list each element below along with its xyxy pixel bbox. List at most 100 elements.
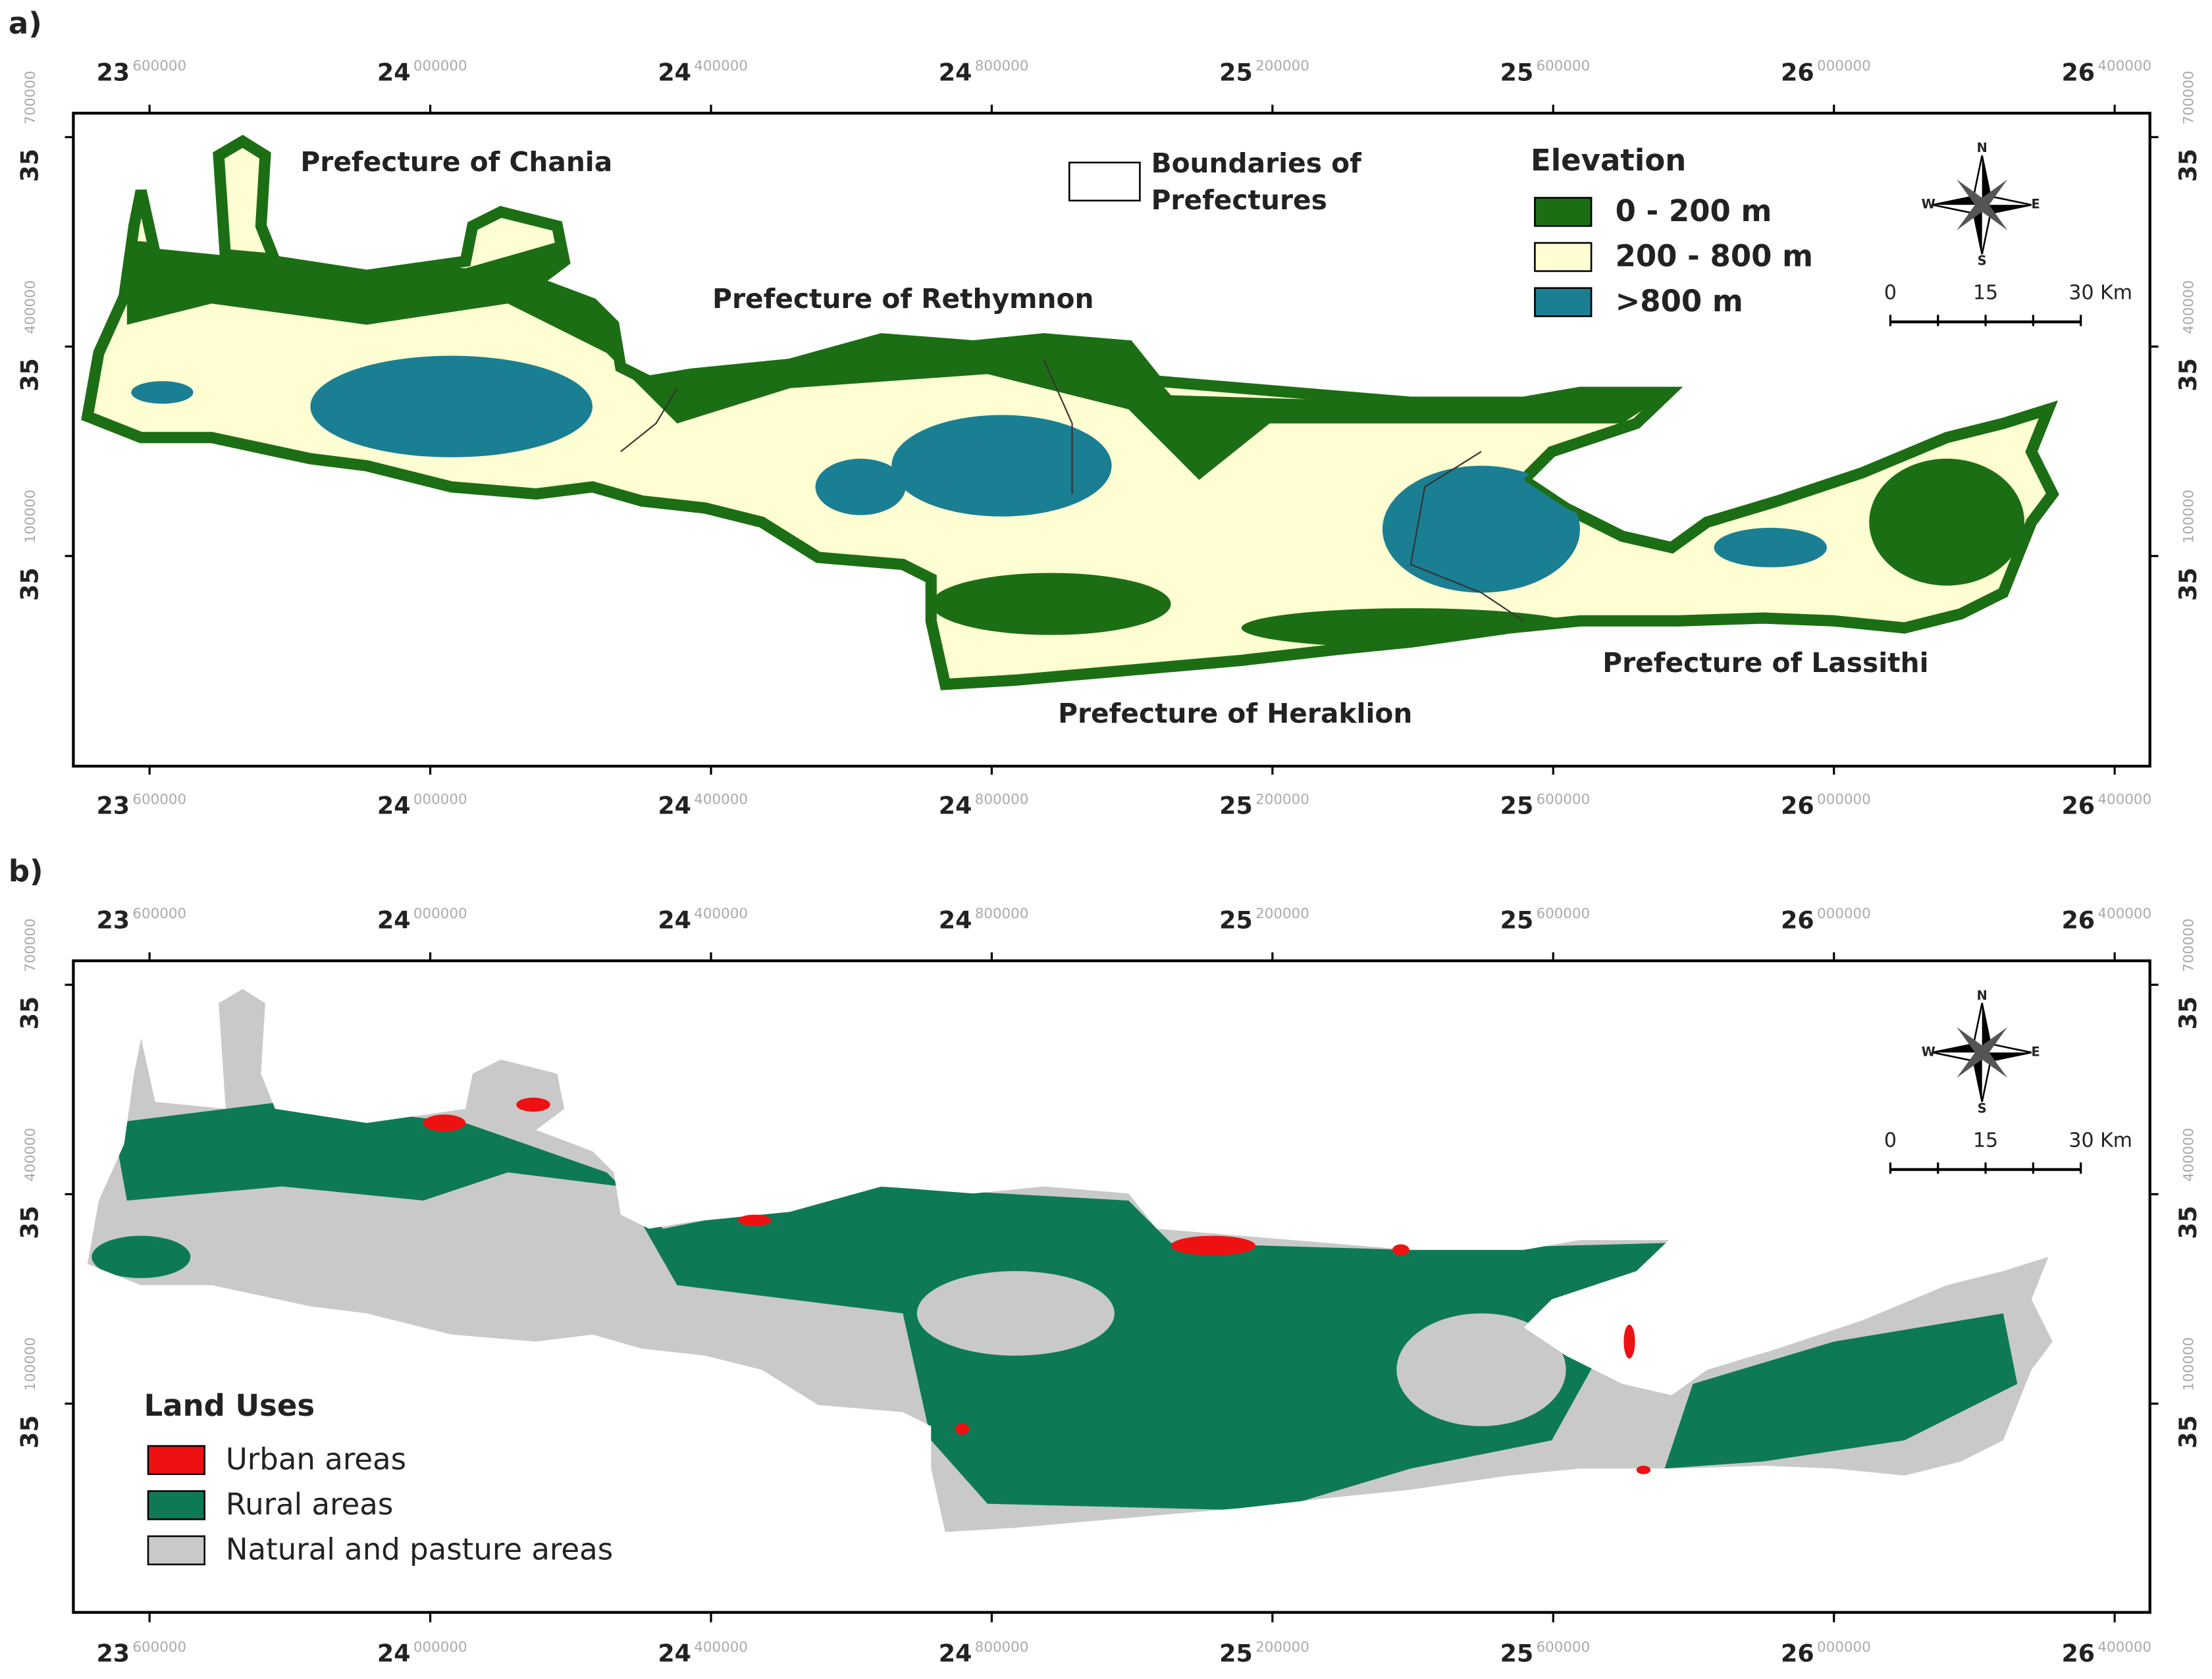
- y-tick-minor: 700000: [2181, 70, 2198, 124]
- compass-label: S: [1978, 1100, 1987, 1116]
- urban-area: [1171, 1235, 1256, 1256]
- rural-area: [1664, 1313, 2018, 1469]
- y-tick-minor: 400000: [22, 280, 39, 334]
- north-arrow: N S E W: [1922, 140, 2040, 268]
- x-tick-degree: 26: [1781, 1640, 1814, 1668]
- y-tick-degree: 35: [16, 149, 44, 182]
- x-tick-degree: 23: [96, 792, 130, 820]
- x-tick-degree: 26: [2061, 906, 2095, 934]
- elevation-map: [88, 142, 2053, 685]
- urban-area: [955, 1423, 970, 1435]
- boundary-swatch: [1068, 161, 1141, 202]
- x-tick-minor: 600000: [132, 792, 186, 808]
- region-label: Prefecture of Rethymnon: [712, 283, 1093, 315]
- compass-label: S: [1978, 253, 1987, 268]
- compass-label: N: [1977, 988, 1988, 1003]
- y-tick-minor: 400000: [2181, 280, 2198, 334]
- compass-label: W: [1922, 197, 1936, 212]
- lowland: [931, 573, 1171, 635]
- rural-area: [113, 1102, 1670, 1511]
- y-tick-minor: 700000: [22, 70, 39, 124]
- x-tick-minor: 800000: [975, 792, 1029, 808]
- x-tick-minor: 200000: [1255, 792, 1309, 808]
- x-tick-minor: 800000: [975, 906, 1029, 922]
- x-tick-degree: 26: [2061, 792, 2095, 820]
- x-tick-degree: 23: [96, 1640, 130, 1668]
- y-tick-minor: 400000: [22, 1128, 39, 1182]
- natural-area: [296, 1228, 607, 1314]
- x-tick-degree: 23: [96, 906, 130, 934]
- y-tick-degree: 35: [16, 1206, 44, 1239]
- x-tick-minor: 600000: [132, 58, 186, 74]
- x-tick-degree: 24: [377, 58, 411, 86]
- x-tick-minor: 000000: [1817, 906, 1871, 922]
- legend-swatch: [147, 1445, 205, 1476]
- urban-areas: [423, 1097, 1651, 1474]
- urban-area: [516, 1097, 550, 1112]
- x-tick-degree: 25: [1219, 58, 1253, 86]
- x-tick-degree: 24: [939, 58, 972, 86]
- land-use-map: [87, 989, 2053, 1532]
- x-tick-minor: 800000: [975, 58, 1029, 74]
- x-tick-minor: 600000: [1537, 58, 1591, 74]
- scale-label: 0: [1884, 282, 1897, 305]
- y-tick-minor: 100000: [22, 1337, 39, 1391]
- x-tick-degree: 26: [1781, 906, 1814, 934]
- x-tick-minor: 400000: [2097, 906, 2151, 922]
- compass-label: E: [2032, 197, 2040, 212]
- x-tick-degree: 24: [658, 1640, 691, 1668]
- panel-label: a): [9, 6, 42, 41]
- urban-area: [1623, 1324, 1635, 1359]
- y-tick-degree: 35: [2174, 1206, 2202, 1239]
- lowland: [1869, 458, 2024, 586]
- urban-area: [1636, 1465, 1651, 1474]
- y-tick-degree: 35: [16, 358, 44, 392]
- region-label: Prefecture of Heraklion: [1058, 698, 1412, 729]
- y-tick-degree: 35: [16, 1415, 44, 1449]
- x-tick-degree: 25: [1219, 906, 1253, 934]
- region-label: Prefecture of Lassithi: [1602, 647, 1928, 679]
- highland: [131, 381, 194, 404]
- legend-label: Rural areas: [226, 1487, 393, 1522]
- y-tick-degree: 35: [2174, 996, 2202, 1030]
- scale-label: 15: [1973, 1129, 1998, 1152]
- legend-label: 0 - 200 m: [1616, 194, 1772, 228]
- x-tick-minor: 000000: [413, 1639, 467, 1655]
- legend-swatch: [1534, 197, 1593, 227]
- x-tick-minor: 000000: [1817, 58, 1871, 74]
- urban-area: [423, 1114, 466, 1132]
- y-tick-minor: 700000: [2181, 918, 2198, 972]
- lowland: [126, 240, 1669, 480]
- x-tick-degree: 24: [377, 906, 411, 934]
- land-use-zones: [92, 1102, 2018, 1511]
- map-frame: [72, 959, 2151, 1614]
- prefecture-boundary: [620, 359, 1524, 622]
- legend-label: Boundaries of: [1151, 147, 1363, 179]
- compass-star: [1932, 155, 2032, 255]
- x-tick-minor: 600000: [132, 906, 186, 922]
- legend-label: 200 - 800 m: [1616, 239, 1813, 274]
- x-tick-degree: 24: [377, 792, 411, 820]
- x-tick-degree: 24: [658, 906, 691, 934]
- x-tick-minor: 200000: [1255, 1639, 1309, 1655]
- map-frame: [72, 111, 2151, 768]
- scale-label: 0: [1884, 1129, 1897, 1152]
- x-tick-degree: 25: [1219, 792, 1253, 820]
- x-tick-minor: 400000: [694, 1639, 748, 1655]
- legend-swatch: [147, 1535, 205, 1566]
- y-tick-minor: 100000: [2181, 1337, 2198, 1391]
- legend-swatch: [147, 1490, 205, 1520]
- legend-label: >800 m: [1616, 284, 1743, 319]
- x-tick-degree: 24: [939, 792, 972, 820]
- x-tick-minor: 400000: [694, 58, 748, 74]
- urban-area: [1392, 1244, 1409, 1256]
- highland: [1714, 527, 1827, 567]
- compass-label: E: [2032, 1045, 2040, 1060]
- x-tick-minor: 000000: [413, 792, 467, 808]
- highland: [1382, 465, 1580, 593]
- highland: [891, 415, 1112, 517]
- legend-swatch: [1534, 287, 1593, 317]
- y-tick-degree: 35: [2174, 358, 2202, 392]
- x-tick-degree: 25: [1500, 792, 1534, 820]
- scale-label: 30 Km: [2068, 1129, 2132, 1152]
